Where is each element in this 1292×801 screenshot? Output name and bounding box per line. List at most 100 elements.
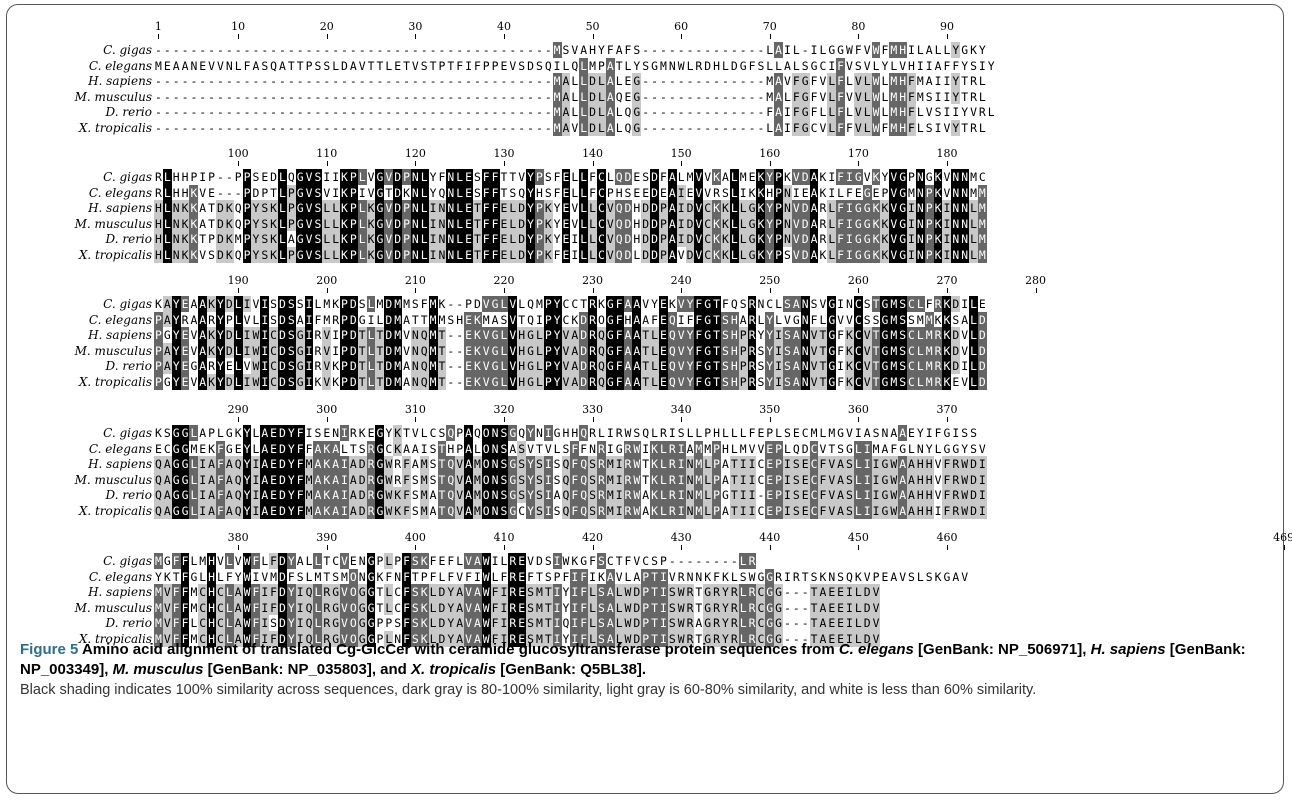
sequence-row: M. musculus Q A G G L I A F A Q Y I A E D Y F M A K A I A D R G W R F…: [0, 471, 1292, 488]
sequence-row: X. tropicalis H L N K K V S D K Q P Y S K L P G V S L L K P L K G V…: [0, 247, 1292, 263]
ruler-position-label: 110: [316, 147, 338, 160]
sequence-row: D. rerio M V F F L C H C L A W F I S D Y I Q L R G V O G G P P S F S K L…: [0, 615, 1292, 632]
species-label: C. gigas: [103, 426, 152, 440]
ruler-tick: [592, 417, 594, 422]
ruler-tick: [503, 417, 505, 422]
ruler-tick: [681, 417, 683, 422]
ruler-position-label: 250: [759, 274, 781, 287]
sequence-row: C. elegans P A Y R A A R Y P L V L I S D S A I F M R P D G I L D M A T…: [0, 311, 1292, 328]
sequence-row: X. tropicalis P G Y E V A K Y D L I W I C D S G I K V K P D T L T D…: [0, 374, 1292, 390]
ruler-tick: [326, 34, 328, 39]
ruler-position-label: 440: [759, 531, 781, 544]
ruler-tick: [946, 288, 948, 293]
ruler-position-label: 469: [1273, 531, 1292, 544]
ruler-tick: [238, 288, 240, 293]
sequence-row: M. musculus P A Y E V A K Y D L I W I C D S G I R V I P D T L T D M V…: [0, 342, 1292, 359]
species-label: X. tropicalis: [78, 121, 152, 135]
ruler-position-label: 350: [759, 403, 781, 416]
sequence-row: C. elegans M E A A N E V V N L F A S Q A T T P S S L D A V T T L E T V…: [0, 57, 1292, 74]
sequence-row: D. rerio P A Y E G A R Y E L V W I C D S G I R V K P D T L T D M A N Q M…: [0, 358, 1292, 375]
ruler-position-label: 270: [936, 274, 958, 287]
ruler-position-label: 90: [939, 20, 954, 33]
ruler-position-label: 360: [847, 403, 869, 416]
species-label: H. sapiens: [88, 457, 152, 472]
ruler-tick: [858, 417, 860, 422]
ruler-tick: [592, 161, 594, 166]
ruler-tick: [946, 545, 948, 550]
species-label: M. musculus: [74, 89, 152, 104]
sequence-row: C. elegans R L H H K V E - - - P D P T L P G V S V I K P I V G T D K N…: [0, 184, 1292, 201]
position-ruler: 380 390 400 410 420 430 440 450 460 469: [0, 531, 1292, 555]
sequence-residues: ----------------------------------------…: [154, 104, 996, 121]
ruler-position-label: 220: [493, 274, 515, 287]
species-label: C. gigas: [103, 170, 152, 184]
ruler-tick: [592, 288, 594, 293]
ruler-tick: [503, 288, 505, 293]
species-label: D. rerio: [105, 232, 152, 247]
sequence-residues: ----------------------------------------…: [154, 42, 987, 58]
ruler-tick: [681, 545, 683, 550]
caption-species-3: M. musculus: [112, 661, 204, 678]
ruler-tick: [415, 545, 417, 550]
caption-title: Figure 5 Amino acid alignment of transla…: [20, 640, 1270, 680]
ruler-tick: [415, 161, 417, 166]
sequence-row: C. elegans Y K T F G L H L F Y W I V M D F S L M T S M O N G K F N F T…: [0, 568, 1292, 585]
sequence-row: H. sapiens H L N K K A T D K Q P Y S K L P G V S L L K P L K G V D P N…: [0, 200, 1292, 217]
sequence-row: H. sapiens P G Y E V A K Y D L I W I C D S G I R V I P D T L T D M V N…: [0, 327, 1292, 344]
species-label: X. tropicalis: [78, 632, 152, 646]
ruler-tick: [238, 34, 240, 39]
ruler-tick: [681, 34, 683, 39]
ruler-tick: [238, 545, 240, 550]
sequence-row: C. gigas K A Y E A A K Y D L I V I S D S S I L M K P D S L M D M M S F M…: [0, 296, 1292, 312]
species-label: H. sapiens: [88, 201, 152, 216]
sequence-residues: ----------------------------------------…: [154, 88, 987, 105]
sequence-row: X. tropicalis - - - - - - - - - - - - - - - - - - - - - - - - - - -…: [0, 120, 1292, 136]
ruler-position-label: 160: [759, 147, 781, 160]
ruler-tick: [158, 34, 160, 39]
ruler-position-label: 320: [493, 403, 515, 416]
ruler-tick: [415, 417, 417, 422]
ruler-tick: [592, 545, 594, 550]
ruler-tick: [503, 161, 505, 166]
ruler-tick: [503, 545, 505, 550]
species-label: C. gigas: [103, 43, 152, 57]
ruler-tick: [769, 288, 771, 293]
species-label: D. rerio: [105, 616, 152, 631]
ruler-tick: [415, 288, 417, 293]
ruler-position-label: 260: [847, 274, 869, 287]
ruler-tick: [1035, 288, 1037, 293]
species-label: D. rerio: [105, 488, 152, 503]
caption-species-4: X. tropicalis: [411, 661, 497, 678]
ruler-tick: [681, 288, 683, 293]
sequence-row: C. gigas - - - - - - - - - - - - - - - - - - - - - - - - - - - - - - - -…: [0, 42, 1292, 58]
ruler-position-label: 200: [316, 274, 338, 287]
species-label: X. tropicalis: [78, 375, 152, 389]
ruler-position-label: 330: [582, 403, 604, 416]
ruler-position-label: 410: [493, 531, 515, 544]
ruler-position-label: 280: [1025, 274, 1047, 287]
ruler-position-label: 340: [670, 403, 692, 416]
ruler-position-label: 80: [851, 20, 866, 33]
ruler-tick: [858, 545, 860, 550]
sequence-row: M. musculus - - - - - - - - - - - - - - - - - - - - - - - - - - - - -…: [0, 88, 1292, 105]
ruler-tick: [769, 34, 771, 39]
ruler-tick: [858, 288, 860, 293]
ruler-tick: [946, 161, 948, 166]
ruler-position-label: 120: [404, 147, 426, 160]
ruler-tick: [769, 417, 771, 422]
caption-species-2: H. sapiens: [1090, 641, 1166, 658]
sequence-row: C. gigas K S G G L A P L G K Y L A E D Y F I S E N I R K E G Y K T V L C…: [0, 425, 1292, 441]
sequence-row: X. tropicalis Q A G G L I A F A Q Y I A E D Y F M A K A I A D R G W…: [0, 503, 1292, 519]
ruler-position-label: 20: [319, 20, 334, 33]
